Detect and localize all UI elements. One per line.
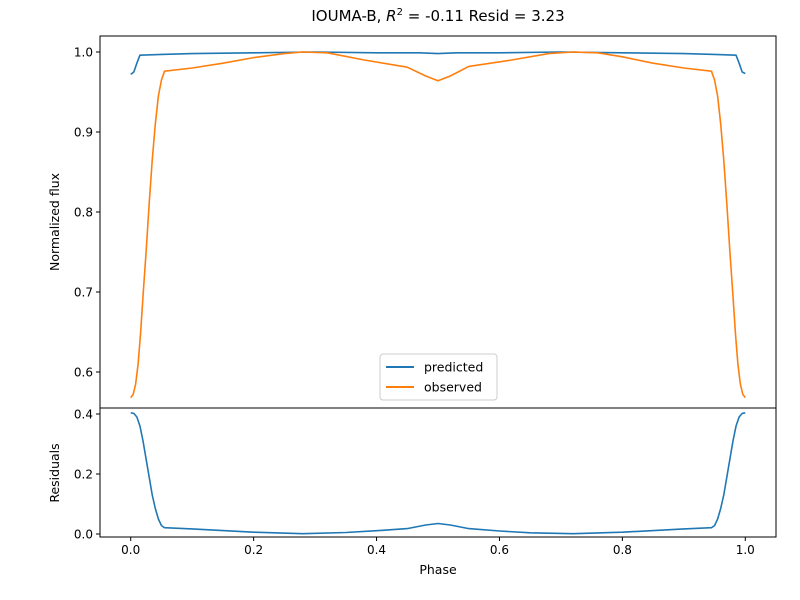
flux-panel: 0.6 0.7 0.8 0.9 1.0 Normalized flux predicte… — [47, 35, 777, 409]
phase-x-tick-label: 0.4 — [367, 543, 386, 557]
flux-y-tick-label: 0.9 — [74, 125, 93, 139]
phase-x-tick-label: 0.2 — [244, 543, 263, 557]
flux-series-line-predicted — [130, 51, 746, 76]
flux-series-line-observed — [130, 51, 746, 399]
residuals-series-line-series-0 — [130, 412, 746, 535]
phase-x-tick-label: 0.6 — [490, 543, 509, 557]
residuals-y-tick-label: 0.0 — [74, 527, 93, 541]
legend: predicted observed — [379, 353, 498, 401]
phase-x-axis-label: Phase — [419, 562, 457, 577]
residuals-series-group — [130, 412, 746, 535]
residuals-y-ticks: 0.0 0.2 0.4 — [74, 407, 100, 541]
residuals-panel: 0.0 0.2 0.4 0.0 0.2 0.4 0.6 0.8 1.0 Residuals P… — [47, 407, 777, 577]
flux-y-tick-label: 1.0 — [74, 45, 93, 59]
phase-x-tick-label: 1.0 — [736, 543, 755, 557]
phase-x-ticks: 0.0 0.2 0.4 0.6 0.8 1.0 — [121, 537, 755, 557]
legend-label-observed: observed — [424, 380, 482, 395]
phase-x-tick-label: 0.0 — [121, 543, 140, 557]
chart-title: IOUMA-B, R2 = -0.11 Resid = 3.23 — [311, 7, 564, 25]
flux-y-tick-label: 0.8 — [74, 205, 93, 219]
residuals-panel-frame — [99, 407, 777, 538]
phase-x-tick-label: 0.8 — [613, 543, 632, 557]
legend-box — [379, 353, 498, 401]
flux-y-tick-label: 0.6 — [74, 365, 93, 379]
legend-label-predicted: predicted — [424, 360, 483, 375]
residuals-y-tick-label: 0.4 — [74, 407, 93, 421]
flux-y-ticks: 0.6 0.7 0.8 0.9 1.0 — [74, 45, 100, 379]
flux-y-tick-label: 0.7 — [74, 285, 93, 299]
residuals-y-tick-label: 0.2 — [74, 467, 93, 481]
flux-y-axis-label: Normalized flux — [47, 173, 62, 271]
residuals-y-axis-label: Residuals — [47, 443, 62, 502]
flux-series-group — [130, 51, 746, 399]
